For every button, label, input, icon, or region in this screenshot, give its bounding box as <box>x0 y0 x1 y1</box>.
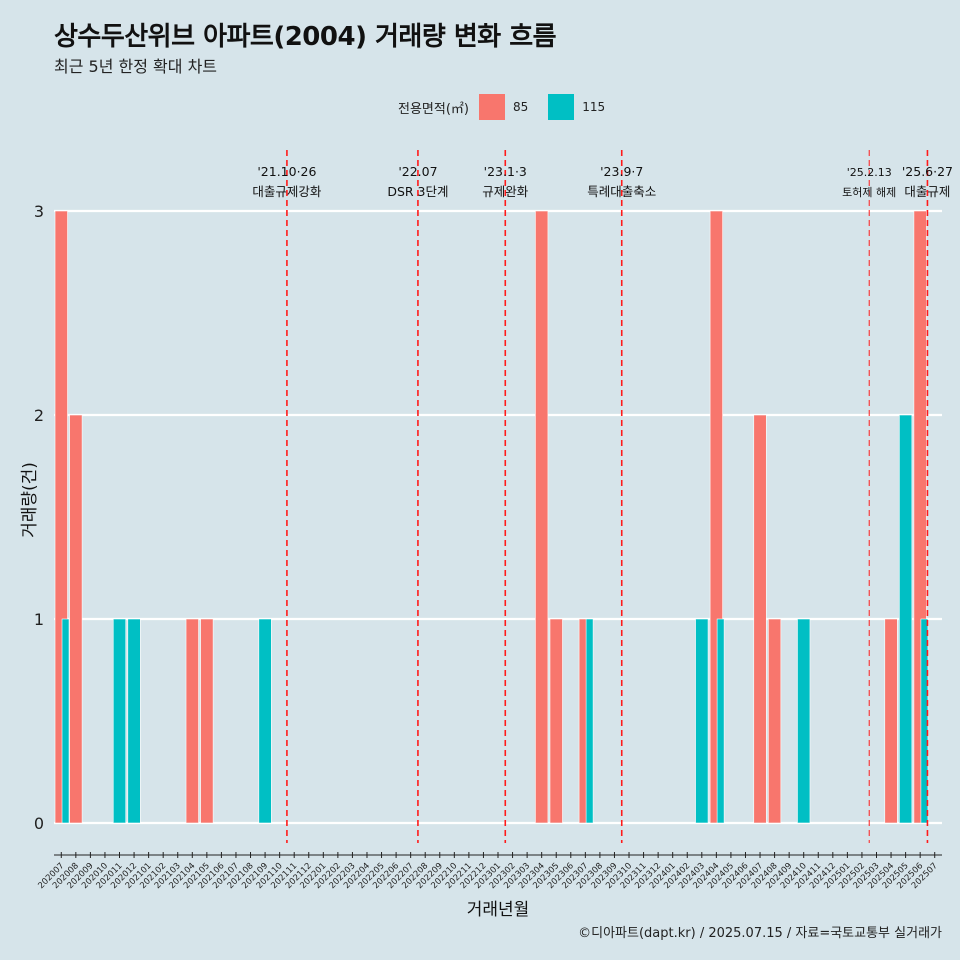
legend-swatch-85 <box>478 94 505 120</box>
bar-115-202404 <box>716 618 725 824</box>
bar-115-202011 <box>112 618 127 824</box>
event-date-4: '25.2.13 <box>847 166 892 179</box>
event-date-3: '23.9·7 <box>600 164 643 179</box>
event-label-5: 대출규제 <box>904 184 950 199</box>
bar-115-202109 <box>258 618 272 824</box>
bar-115-202007 <box>61 618 70 824</box>
bar-115-202505 <box>899 414 913 824</box>
y-axis-title: 거래량(건) <box>20 462 40 538</box>
event-label-1: DSR 3단계 <box>387 184 448 199</box>
event-date-2: '23.1·3 <box>484 164 527 179</box>
event-label-0: 대출규제강화 <box>252 184 322 199</box>
bar-115-202307 <box>585 618 594 824</box>
bar-115-202410 <box>797 618 811 824</box>
y-tick-label: 1 <box>34 610 44 629</box>
bar-85-202105 <box>200 618 214 824</box>
bar-85-202304 <box>535 210 549 824</box>
legend-label-115: 115 <box>582 100 606 114</box>
bar-85-202008 <box>69 414 83 824</box>
event-date-1: '22.07 <box>398 164 437 179</box>
bar-85-202408 <box>768 618 782 824</box>
event-label-2: 규제완화 <box>482 184 529 199</box>
legend-swatch-115 <box>548 94 575 120</box>
event-date-5: '25.6·27 <box>902 164 953 179</box>
event-date-0: '21.10·26 <box>257 164 316 179</box>
page-title: 상수두산위브 아파트(2004) 거래량 변화 흐름 <box>54 22 557 52</box>
legend: 전용면적(㎡) 85 115 <box>398 94 625 120</box>
bar-85-202104 <box>185 618 199 824</box>
bar-85-202407 <box>753 414 767 824</box>
bar-85-202305 <box>549 618 563 824</box>
event-label-3: 특례대출축소 <box>587 184 656 199</box>
page-subtitle: 최근 5년 한정 확대 차트 <box>54 57 218 76</box>
bar-115-202403 <box>695 618 709 824</box>
legend-title: 전용면적(㎡) <box>398 101 469 117</box>
y-tick-label: 0 <box>34 814 44 833</box>
caption: ©디아파트(dapt.kr) / 2025.07.15 / 자료=국토교통부 실… <box>578 926 942 941</box>
event-label-4: 토허제 해제 <box>842 185 896 199</box>
legend-label-85: 85 <box>512 100 529 114</box>
y-tick-label: 2 <box>34 406 44 425</box>
bar-85-202504 <box>884 618 898 824</box>
y-tick-label: 3 <box>34 202 44 221</box>
bar-115-202012 <box>127 618 141 824</box>
x-axis-title: 거래년월 <box>467 900 530 920</box>
